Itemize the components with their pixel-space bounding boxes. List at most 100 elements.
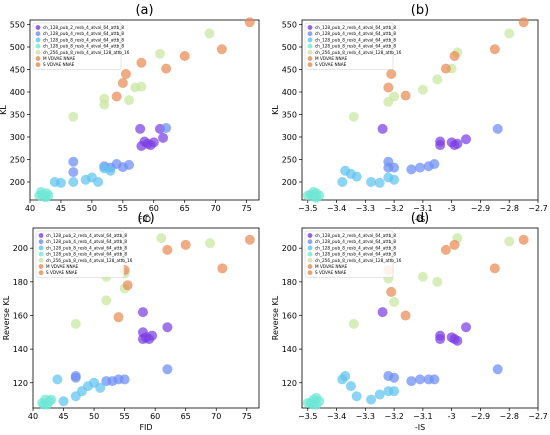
- y-tick-label-c: 140: [13, 345, 28, 354]
- legend-marker-c: [38, 233, 44, 238]
- point-b-series-4: [504, 28, 515, 39]
- point-a-series-4: [124, 95, 135, 106]
- legend-label-d: ch_128_pub_8_resb_4_atval_64_attb_8: [315, 245, 396, 250]
- panel-title-b: (b): [411, 3, 429, 18]
- legend-marker-d: [307, 270, 313, 276]
- point-c-series-5: [180, 239, 191, 250]
- legend-box-c: [35, 230, 125, 278]
- x-tick-label-d: −3.1: [413, 412, 432, 421]
- point-c-series-2: [58, 396, 69, 407]
- legend-marker-b: [307, 37, 313, 43]
- legend-label-d: S VDVAE NNAE: [315, 270, 347, 275]
- legend-box-d: [304, 230, 394, 278]
- plot-frame-c: [32, 227, 260, 409]
- point-b-series-2: [337, 177, 348, 187]
- y-tick-label-b: 200: [282, 178, 297, 187]
- y-tick-label-c: 160: [13, 311, 28, 320]
- x-tick-label-b: −2.9: [471, 204, 490, 213]
- point-d-series-2: [389, 386, 400, 397]
- y-tick-label-b: 400: [282, 88, 297, 97]
- y-tick-label-b: 450: [282, 66, 297, 75]
- point-b-series-0: [452, 138, 463, 149]
- point-c-series-2: [52, 374, 63, 385]
- x-tick-label-c: 60: [150, 412, 160, 421]
- point-d-series-2: [345, 381, 356, 392]
- panel-title-c: (c): [137, 211, 154, 226]
- point-b-series-2: [389, 174, 400, 185]
- point-a-series-5: [117, 78, 128, 88]
- legend-label-a: ch_128_pub_8_resb_4_atval_64_attb_8: [43, 37, 124, 42]
- x-tick-label-c: 70: [211, 412, 221, 421]
- point-a-series-1: [68, 156, 79, 167]
- legend-marker-b: [307, 56, 313, 61]
- x-axis-label-a: FID: [138, 215, 151, 224]
- y-tick-label-d: 140: [282, 345, 297, 354]
- y-tick-label-c: 120: [13, 379, 28, 388]
- legend-label-b: ch_256_pub_8_resb_4_atval_128_attb_16: [315, 50, 402, 55]
- legend-d: ch_128_pub_2_resb_4_atval_64_attb_8 ch_12…: [304, 230, 402, 278]
- legend-marker-d: [307, 239, 313, 245]
- point-a-series-2: [68, 177, 79, 187]
- y-tick-label-d: 180: [282, 278, 297, 287]
- legend-box-b: [304, 22, 394, 70]
- y-tick-label-b: 550: [282, 21, 297, 30]
- legend-marker-d: [307, 251, 313, 257]
- point-c-series-5: [122, 280, 133, 291]
- point-c-series-1: [162, 364, 173, 375]
- x-tick-label-d: −2.7: [528, 412, 547, 421]
- point-c-series-0: [147, 330, 158, 341]
- y-axis-label-b: KL: [271, 105, 280, 115]
- point-c-series-5: [244, 234, 255, 245]
- legend-marker-b: [307, 31, 313, 37]
- point-d-series-4: [389, 297, 400, 308]
- legend-label-c: S VDVAE NNAE: [46, 270, 78, 275]
- point-b-series-4: [389, 91, 400, 102]
- panel-b: (b) −3.5 −3.4 −3.3 −3.2 −3.1 -3 −2.9 −2.8 −2.7 200…: [271, 3, 548, 224]
- legend-label-c: ch_128_pub_8_resb_4_atval_64_attb_8: [46, 245, 127, 250]
- point-d-series-4: [348, 318, 359, 329]
- x-tick-label-c: 75: [242, 412, 252, 421]
- x-tick-label-a: 60: [149, 204, 159, 213]
- point-b-series-5: [386, 69, 397, 79]
- point-c-series-0: [162, 322, 173, 333]
- panel-title-a: (a): [135, 3, 153, 18]
- point-b-series-5: [440, 63, 451, 74]
- point-c-series-2: [95, 382, 106, 393]
- x-tick-label-b: −3.2: [384, 204, 403, 213]
- point-a-series-4: [99, 99, 110, 110]
- point-b-series-1: [492, 123, 503, 134]
- point-c-series-0: [137, 327, 148, 338]
- y-tick-label-a: 200: [10, 178, 25, 187]
- legend-marker-a: [35, 37, 41, 43]
- y-tick-label-b: 250: [282, 156, 297, 165]
- legend-label-c: ch_256_pub_8_resb_4_atval_128_attb_16: [46, 258, 133, 263]
- point-b-series-0: [461, 134, 472, 145]
- legend-label-a: ch_128_pub_8_resb_4_atval_64_attb_8: [43, 44, 124, 49]
- legend-marker-c: [38, 239, 44, 245]
- point-a-series-1: [161, 123, 172, 133]
- x-tick-label-a: 40: [25, 204, 35, 213]
- legend-label-b: ch_128_pub_2_resb_4_atval_64_attb_8: [315, 25, 396, 30]
- point-c-series-3: [46, 394, 57, 405]
- legend-c: ch_128_pub_2_resb_4_atval_64_attb_8ch_12…: [35, 230, 133, 278]
- x-tick-label-d: −3.3: [356, 412, 375, 421]
- point-d-series-5: [440, 244, 451, 255]
- point-c-series-4: [156, 233, 167, 244]
- point-a-series-4: [204, 28, 215, 39]
- point-b-series-2: [374, 177, 385, 188]
- point-d-series-2: [337, 374, 348, 385]
- legend-b: ch_128_pub_2_resb_4_atval_64_attb_8ch_12…: [304, 22, 402, 70]
- point-a-series-3: [40, 192, 51, 203]
- y-tick-label-b: 300: [282, 133, 297, 142]
- y-tick-label-d: 200: [282, 244, 297, 253]
- x-tick-label-a: 70: [211, 204, 221, 213]
- x-tick-label-c: 40: [28, 412, 38, 421]
- legend-label-a: M VDVAE NNAE: [43, 56, 76, 61]
- x-tick-label-c: 45: [58, 412, 68, 421]
- point-d-series-2: [366, 394, 377, 405]
- point-c-series-5: [113, 312, 124, 323]
- legend-label-b: M VDVAE NNAE: [315, 56, 348, 61]
- point-d-series-5: [400, 310, 411, 321]
- legend-label-d: ch_128_pub_2_resb_4_atval_64_attb_8: [315, 233, 396, 238]
- point-b-series-4: [432, 74, 443, 85]
